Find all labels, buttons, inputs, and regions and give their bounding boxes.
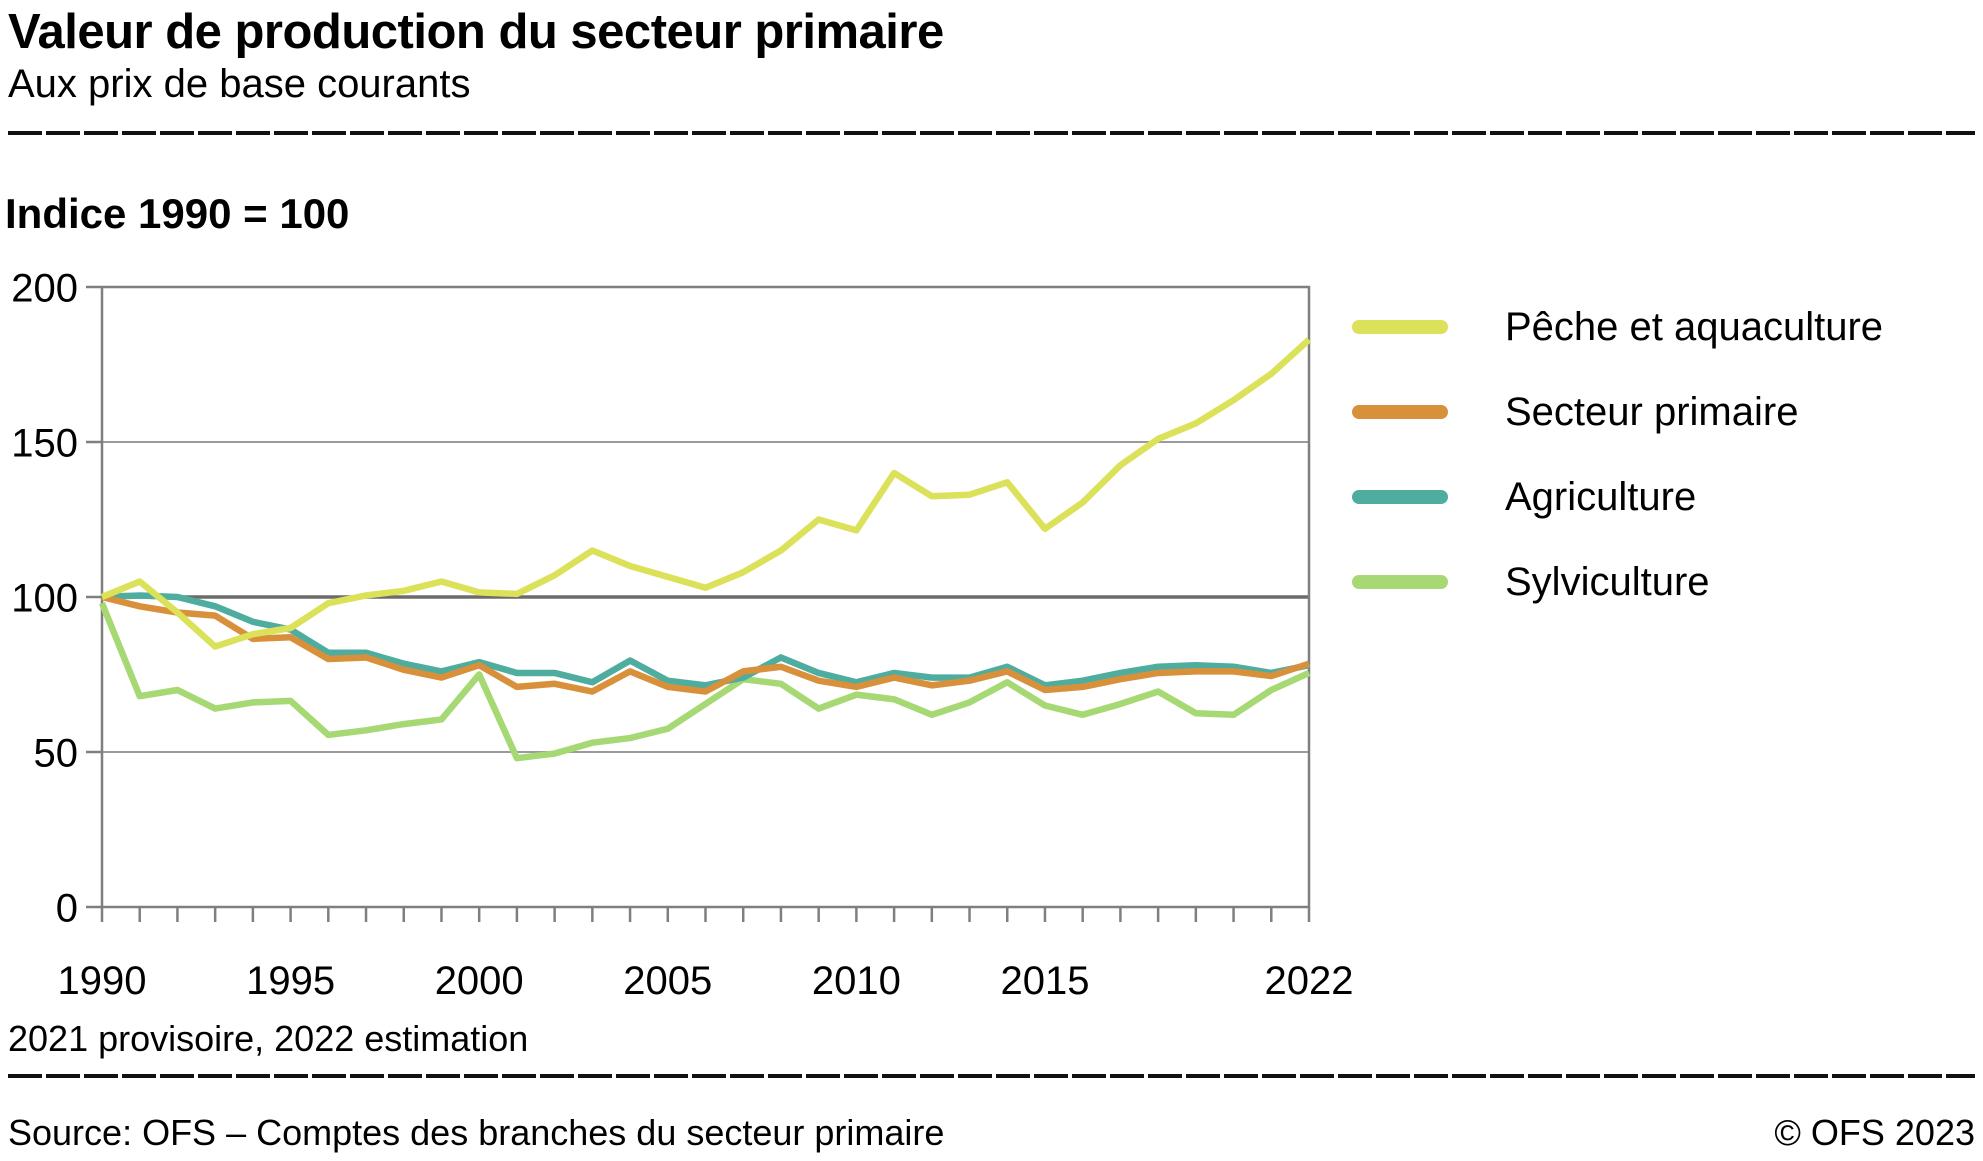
legend-label-sylviculture: Sylviculture [1505,559,1710,604]
legend-swatch-secteur-primaire [1352,405,1448,419]
footnote: 2021 provisoire, 2022 estimation [8,1018,529,1059]
series-line-sylviculture [98,601,1311,762]
legend-swatch-agriculture [1352,490,1448,504]
legend-label-pe-che-et-aquaculture: Pêche et aquaculture [1505,304,1884,349]
x-tick-label-2022: 2022 [1265,959,1354,995]
top-separator [8,131,1975,135]
y-tick-label-0: 0 [56,886,78,930]
x-tick-label-2015: 2015 [1000,959,1089,995]
series-line-agriculture [101,592,1310,689]
legend-item-pe-che-et-aquaculture: Pêche et aquaculture [1352,303,1883,351]
y-tick-label-200: 200 [11,266,78,310]
y-tick-label-150: 150 [11,421,78,465]
legend-item-sylviculture: Sylviculture [1352,558,1883,606]
page-title: Valeur de production du secteur primaire [8,5,944,59]
bottom-separator [8,1074,1975,1078]
legend-item-agriculture: Agriculture [1352,473,1883,521]
x-tick-label-2010: 2010 [812,959,901,995]
legend-label-agriculture: Agriculture [1505,474,1697,519]
legend: Pêche et aquaculture Secteur primaire Agri… [1352,303,1883,643]
series-line-pe-che-et-aquaculture [100,337,1312,650]
legend-swatch-pe-che-et-aquaculture [1352,320,1448,334]
x-tick-label-1990: 1990 [58,959,147,995]
line-chart: 0 50 100 150 200 1990 1995 2000 2005 2010 2015 2022 [11,266,1354,995]
legend-item-secteur-primaire: Secteur primaire [1352,388,1883,436]
x-tick-label-2000: 2000 [435,959,524,995]
series-line-secteur-primaire [101,593,1311,695]
x-tick-label-2005: 2005 [623,959,712,995]
index-base-label: Indice 1990 = 100 [5,190,350,237]
y-tick-label-50: 50 [34,731,79,775]
copyright-text: © OFS 2023 [1774,1112,1975,1153]
legend-swatch-sylviculture [1352,575,1448,589]
page-subtitle: Aux prix de base courants [8,62,471,106]
source-text: Source: OFS – Comptes des branches du se… [8,1112,945,1153]
y-tick-label-100: 100 [11,576,78,620]
legend-label-secteur-primaire: Secteur primaire [1505,389,1799,434]
x-tick-label-1995: 1995 [246,959,335,995]
